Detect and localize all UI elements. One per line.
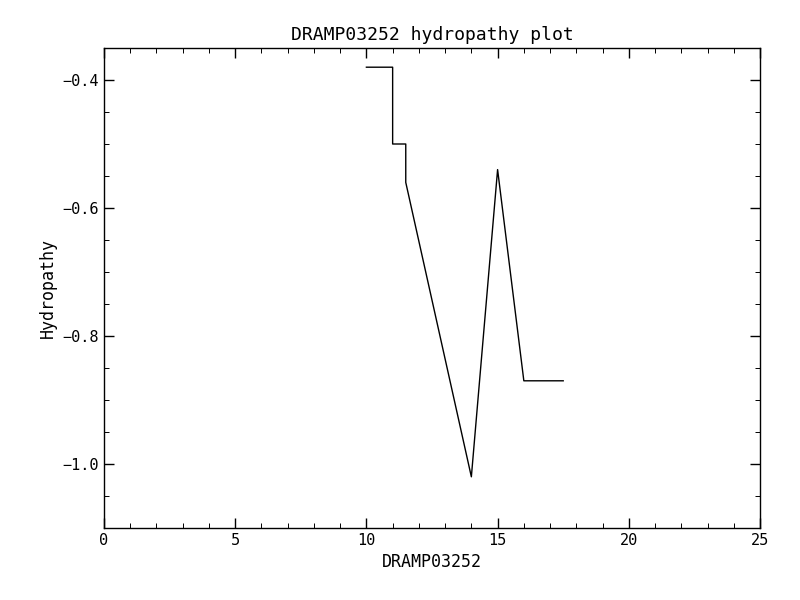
Y-axis label: Hydropathy: Hydropathy (39, 238, 57, 338)
X-axis label: DRAMP03252: DRAMP03252 (382, 553, 482, 571)
Title: DRAMP03252 hydropathy plot: DRAMP03252 hydropathy plot (290, 26, 574, 44)
